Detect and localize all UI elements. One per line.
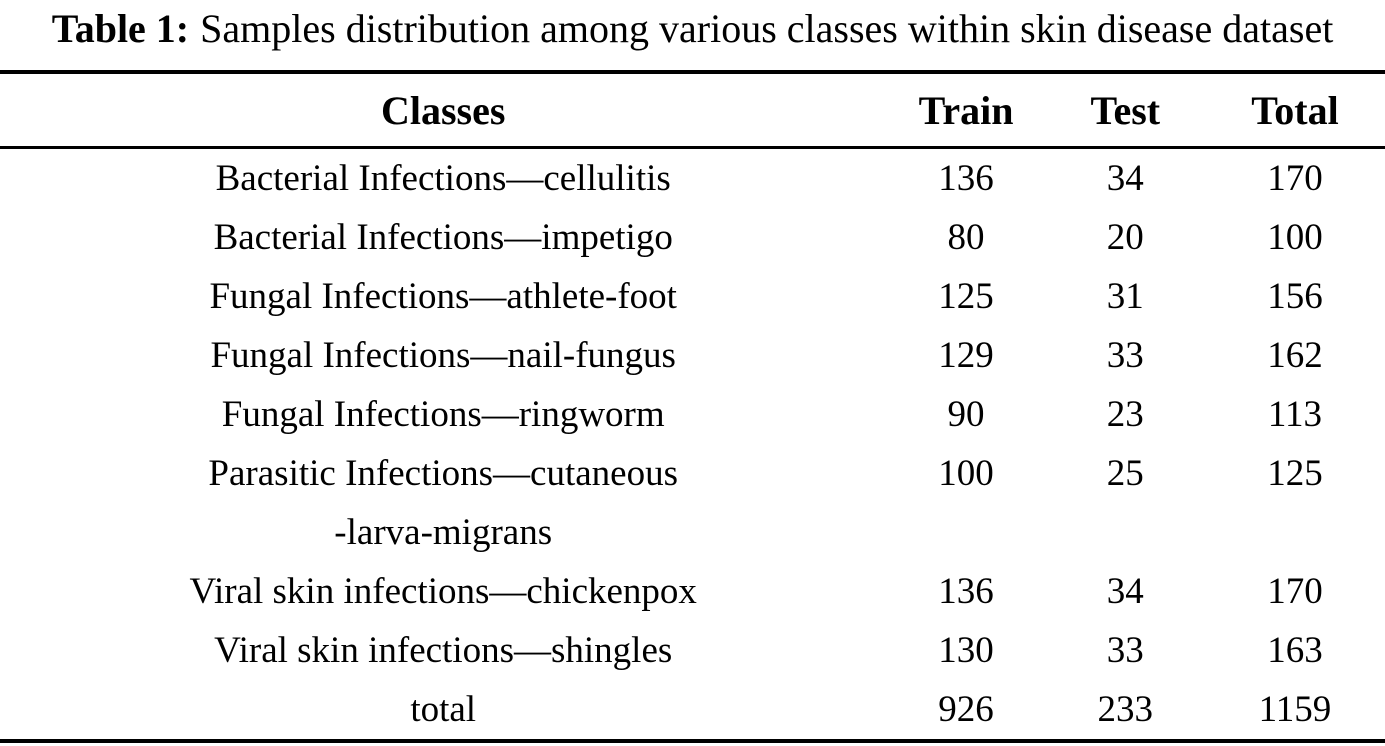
train-cell: 125 [938, 276, 994, 317]
class-cell: Viral skin infections—chickenpox [189, 571, 697, 612]
table-row: Viral skin infections—chickenpox 136 34 … [0, 562, 1385, 621]
total-cell: 1159 [1258, 689, 1332, 730]
total-cell: 100 [1267, 217, 1323, 258]
class-cell: Fungal Infections—nail-fungus [210, 335, 676, 376]
total-cell: 156 [1267, 276, 1323, 317]
class-cell: Viral skin infections—shingles [214, 630, 673, 671]
total-cell: 163 [1267, 630, 1323, 671]
test-cell: 20 [1106, 217, 1144, 258]
table-row: Bacterial Infections—cellulitis 136 34 1… [0, 148, 1385, 209]
train-cell: 926 [938, 689, 994, 730]
column-header-train: Train [886, 72, 1046, 149]
header-row: Classes Train Test Total [0, 72, 1385, 149]
column-header-total: Total [1204, 72, 1385, 149]
class-name-line2: -larva-migrans [334, 512, 553, 553]
class-cell: Bacterial Infections—cellulitis [215, 158, 671, 199]
test-cell: 33 [1106, 630, 1144, 671]
test-cell: 23 [1106, 394, 1144, 435]
train-cell: 129 [938, 335, 994, 376]
table-row: Fungal Infections—athlete-foot 125 31 15… [0, 267, 1385, 326]
table-caption-text: Samples distribution among various class… [200, 6, 1334, 51]
train-cell: 136 [938, 158, 994, 199]
test-cell: 233 [1097, 689, 1154, 730]
total-cell: 125 [1267, 453, 1323, 494]
table-row: Bacterial Infections—impetigo 80 20 100 [0, 208, 1385, 267]
table-row: Fungal Infections—ringworm 90 23 113 [0, 385, 1385, 444]
train-cell: 80 [947, 217, 985, 258]
test-cell: 34 [1106, 571, 1144, 612]
table-row: Parasitic Infections—cutaneous -larva-mi… [0, 444, 1385, 562]
test-cell: 33 [1106, 335, 1144, 376]
total-cell: 113 [1267, 394, 1323, 435]
table-caption: Table 1: Samples distribution among vari… [0, 0, 1385, 70]
total-cell: 170 [1267, 158, 1323, 199]
table-row: Viral skin infections—shingles 130 33 16… [0, 621, 1385, 680]
train-cell: 100 [938, 453, 994, 494]
table-header: Classes Train Test Total [0, 72, 1385, 149]
train-cell: 90 [947, 394, 985, 435]
table-body: Bacterial Infections—cellulitis 136 34 1… [0, 148, 1385, 742]
table-row-total: total 926 233 1159 [0, 680, 1385, 741]
samples-distribution-table: Classes Train Test Total Bacterial Infec… [0, 70, 1385, 743]
table-row: Fungal Infections—nail-fungus 129 33 162 [0, 326, 1385, 385]
table-caption-label: Table 1: [51, 6, 190, 51]
column-header-classes: Classes [0, 72, 887, 149]
class-cell: total [410, 689, 477, 730]
train-cell: 130 [938, 630, 994, 671]
total-cell: 170 [1267, 571, 1323, 612]
class-name-line1: Parasitic Infections—cutaneous [208, 453, 678, 494]
test-cell: 31 [1106, 276, 1144, 317]
test-cell: 25 [1106, 453, 1144, 494]
class-cell: Bacterial Infections—impetigo [213, 217, 673, 258]
test-cell: 34 [1106, 158, 1144, 199]
column-header-test: Test [1045, 72, 1205, 149]
total-cell: 162 [1267, 335, 1323, 376]
class-cell: Fungal Infections—athlete-foot [209, 276, 677, 317]
class-cell: Fungal Infections—ringworm [221, 394, 665, 435]
class-cell: Parasitic Infections—cutaneous -larva-mi… [0, 444, 886, 562]
train-cell: 136 [938, 571, 994, 612]
